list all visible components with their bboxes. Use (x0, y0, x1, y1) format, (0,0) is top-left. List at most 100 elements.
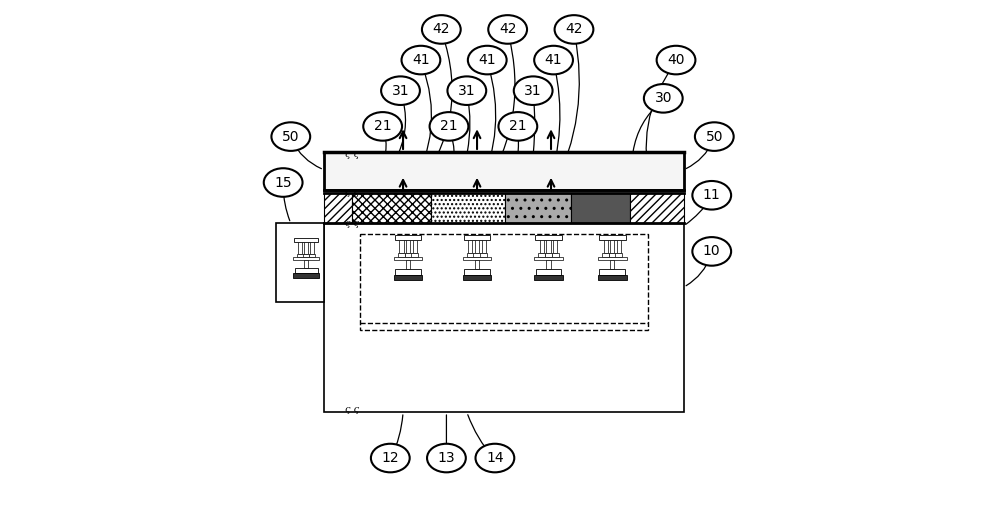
Ellipse shape (264, 168, 303, 197)
Ellipse shape (555, 15, 593, 44)
Ellipse shape (427, 444, 466, 472)
Text: ς ς: ς ς (345, 150, 359, 159)
Ellipse shape (534, 46, 573, 74)
Ellipse shape (476, 444, 514, 472)
Text: 21: 21 (440, 120, 458, 133)
Bar (475, 260, 479, 269)
Bar (545, 253, 552, 256)
Bar (406, 260, 410, 269)
Text: 50: 50 (282, 130, 300, 144)
Ellipse shape (371, 444, 410, 472)
Bar (617, 240, 621, 253)
Ellipse shape (514, 76, 553, 105)
Bar (610, 260, 614, 269)
Bar (604, 240, 608, 253)
Text: 40: 40 (667, 53, 685, 67)
Bar (534, 275, 563, 280)
Ellipse shape (447, 76, 486, 105)
Ellipse shape (430, 112, 468, 141)
Bar (394, 256, 422, 260)
Ellipse shape (657, 46, 695, 74)
Bar (324, 223, 684, 412)
Text: ς ς: ς ς (345, 188, 359, 197)
Bar (324, 193, 352, 223)
Bar (482, 240, 486, 253)
Bar (303, 254, 309, 257)
Text: 41: 41 (545, 53, 562, 67)
Bar (553, 240, 557, 253)
Text: ς ς: ς ς (345, 405, 359, 414)
Bar (304, 242, 308, 254)
Text: 31: 31 (524, 84, 542, 97)
Bar (473, 253, 481, 256)
Bar (406, 240, 410, 253)
Bar (463, 256, 491, 260)
Bar (609, 253, 616, 256)
Text: 30: 30 (655, 91, 672, 105)
Bar (464, 269, 490, 275)
Text: 41: 41 (478, 53, 496, 67)
Text: 10: 10 (703, 244, 721, 259)
Bar (405, 253, 412, 256)
Bar (463, 275, 491, 280)
Bar (398, 253, 405, 256)
Bar (394, 275, 422, 280)
Text: 14: 14 (486, 451, 504, 465)
Bar (598, 256, 627, 260)
Text: 31: 31 (392, 84, 409, 97)
Bar (276, 223, 324, 303)
Bar (615, 253, 622, 256)
Bar (546, 260, 551, 269)
Bar (294, 238, 318, 242)
Ellipse shape (692, 181, 731, 209)
Bar (464, 235, 490, 240)
Bar (475, 240, 479, 253)
Ellipse shape (498, 112, 537, 141)
Bar (468, 240, 472, 253)
Bar (598, 275, 627, 280)
Bar (538, 253, 545, 256)
Bar (535, 235, 562, 240)
Text: 31: 31 (458, 84, 476, 97)
Bar (546, 240, 551, 253)
Bar (395, 235, 421, 240)
Bar (630, 193, 684, 223)
Text: 42: 42 (499, 23, 516, 36)
Bar (536, 269, 561, 275)
Text: 41: 41 (412, 53, 430, 67)
Bar (297, 254, 304, 257)
Bar (352, 193, 431, 223)
Bar (505, 193, 571, 223)
Bar (395, 269, 421, 275)
Bar (480, 253, 487, 256)
Bar (399, 240, 404, 253)
Ellipse shape (363, 112, 402, 141)
Bar (310, 242, 314, 254)
Bar (293, 257, 319, 260)
Ellipse shape (422, 15, 461, 44)
Bar (552, 253, 559, 256)
Bar (360, 233, 648, 330)
Ellipse shape (381, 76, 420, 105)
Text: 42: 42 (433, 23, 450, 36)
Bar (534, 256, 563, 260)
Bar (309, 254, 315, 257)
Text: 12: 12 (381, 451, 399, 465)
Text: 11: 11 (703, 188, 721, 202)
Text: 21: 21 (509, 120, 527, 133)
Text: 50: 50 (706, 130, 723, 144)
Bar (293, 273, 319, 278)
Ellipse shape (488, 15, 527, 44)
Bar (540, 240, 544, 253)
Bar (599, 235, 626, 240)
Ellipse shape (644, 84, 683, 113)
Ellipse shape (468, 46, 507, 74)
Ellipse shape (695, 122, 734, 151)
Bar (324, 152, 684, 190)
Text: 13: 13 (438, 451, 455, 465)
Bar (298, 242, 302, 254)
Bar (610, 240, 614, 253)
Bar (467, 253, 474, 256)
Ellipse shape (271, 122, 310, 151)
Bar (599, 269, 625, 275)
